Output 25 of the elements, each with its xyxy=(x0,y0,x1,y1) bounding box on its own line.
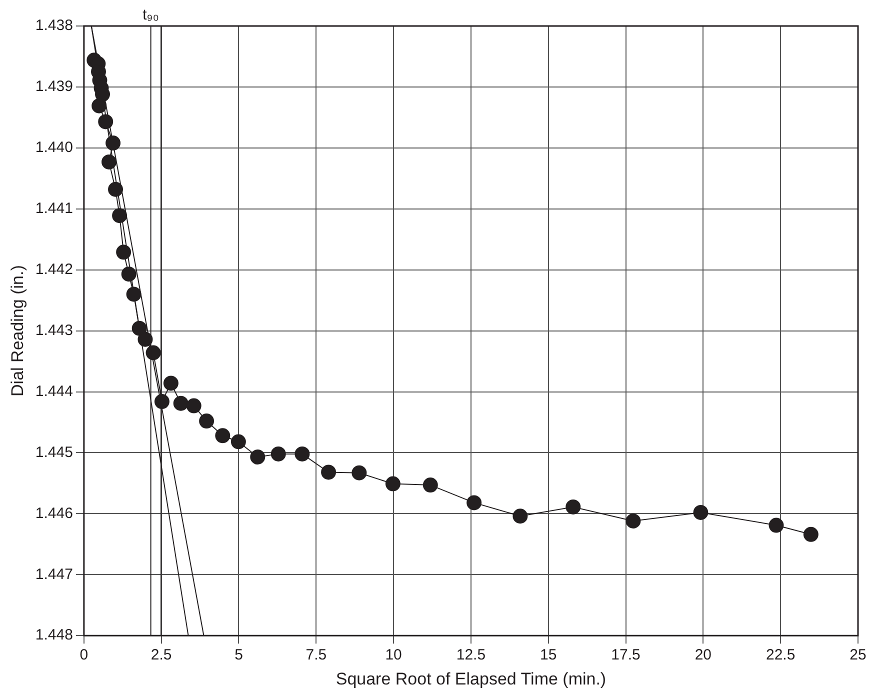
y-tick-label: 1.441 xyxy=(35,200,73,218)
x-tick-label: 22.5 xyxy=(766,646,796,664)
ref-line-label: t₉₀ xyxy=(142,6,159,24)
x-tick-label: 12.5 xyxy=(456,646,486,664)
y-tick-label: 1.443 xyxy=(35,322,73,339)
x-axis-title: Square Root of Elapsed Time (min.) xyxy=(336,669,606,688)
x-tick-label: 0 xyxy=(80,646,88,664)
x-tick-label: 10 xyxy=(385,646,402,664)
y-tick-label: 1.444 xyxy=(35,382,73,400)
x-tick-label: 7.5 xyxy=(306,646,327,664)
x-tick-label: 17.5 xyxy=(611,646,640,664)
y-axis-title: Dial Reading (in.) xyxy=(8,265,27,396)
y-tick-label: 1.438 xyxy=(35,17,73,34)
y-tick-label: 1.448 xyxy=(35,626,73,644)
y-tick-label: 1.442 xyxy=(35,260,73,278)
y-tick-label: 1.447 xyxy=(35,566,73,583)
y-tick-label: 1.445 xyxy=(35,444,73,461)
y-tick-label: 1.446 xyxy=(35,504,73,522)
y-tick-label: 1.440 xyxy=(35,139,73,156)
y-tick-label: 1.439 xyxy=(35,78,73,96)
x-tick-label: 5 xyxy=(234,646,243,664)
x-tick-label: 25 xyxy=(850,646,866,664)
x-tick-label: 20 xyxy=(694,646,712,664)
x-tick-label: 15 xyxy=(540,646,557,664)
x-tick-label: 2.5 xyxy=(150,646,172,664)
